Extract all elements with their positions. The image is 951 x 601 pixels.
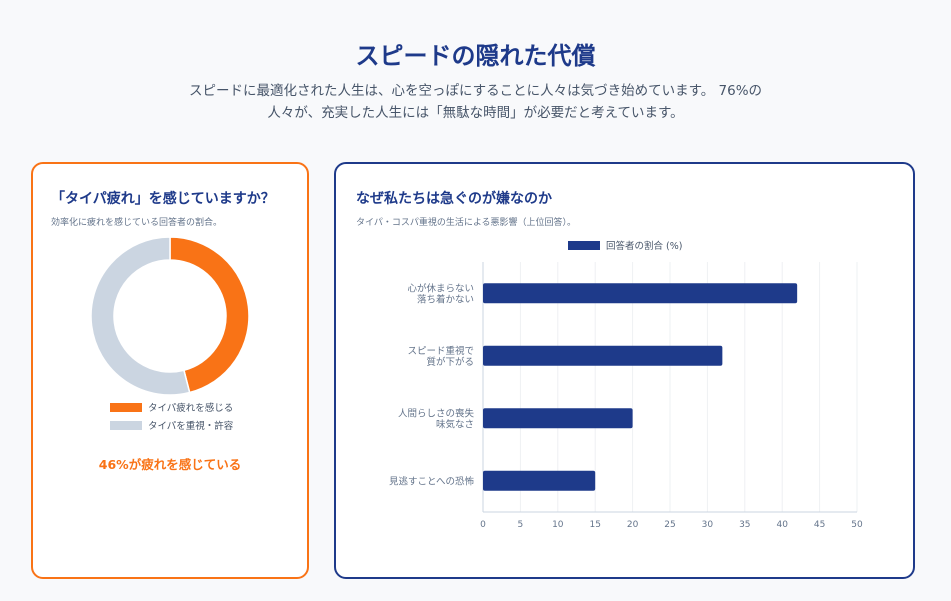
- x-tick-label-30: 30: [702, 520, 714, 530]
- subtitle-line-2: 人々が、充実した人生には「無駄な時間」が必要だと考えています。: [267, 105, 684, 121]
- subtitle-line-1: スピードに最適化された人生は、心を空っぽにすることに人々は気づき始めています。 …: [188, 83, 763, 99]
- page-title: スピードの隠れた代償: [355, 42, 596, 70]
- x-tick-label-5: 5: [518, 520, 524, 530]
- x-tick-label-25: 25: [664, 520, 675, 530]
- legend-label-fatigue: タイパ疲れを感じる: [148, 403, 234, 414]
- reasons-card: なぜ私たちは急ぐのが嫌なのか タイパ・コスパ重視の生活による悪影響（上位回答）。…: [334, 162, 915, 579]
- fatigue-card-description: 効率化に疲れを感じている回答者の割合。: [51, 218, 223, 228]
- x-tick-label-10: 10: [552, 520, 564, 530]
- category-label-0-1: 落ち着かない: [417, 293, 474, 305]
- x-tick-label-40: 40: [776, 520, 788, 530]
- fatigue-highlight: 46%が疲れを感じている: [98, 457, 242, 472]
- bar-1[interactable]: [483, 345, 723, 366]
- page-subtitle: スピードに最適化された人生は、心を空っぽにすることに人々は気づき始めています。 …: [150, 80, 801, 124]
- reasons-card-title: なぜ私たちは急ぐのが嫌なのか: [356, 191, 552, 207]
- category-label-0-0: 心が休まらない: [407, 282, 474, 294]
- bar-3[interactable]: [483, 470, 596, 491]
- legend-item-fatigue[interactable]: タイパ疲れを感じる: [110, 400, 233, 414]
- category-label-3-0: 見逃すことへの恐怖: [389, 475, 475, 487]
- x-tick-label-0: 0: [480, 520, 486, 530]
- fatigue-card-title: 「タイパ疲れ」を感じていますか？: [51, 191, 275, 207]
- doughnut-chart: [90, 236, 250, 396]
- legend-swatch-orange: [110, 402, 142, 412]
- category-label-2-1: 味気なさ: [436, 418, 474, 430]
- x-tick-label-35: 35: [739, 520, 750, 530]
- reasons-card-description: タイパ・コスパ重視の生活による悪影響（上位回答）。: [356, 218, 577, 228]
- fatigue-card: 「タイパ疲れ」を感じていますか？ 効率化に疲れを感じている回答者の割合。 タイパ…: [31, 162, 309, 579]
- category-label-2-0: 人間らしさの喪失: [398, 407, 475, 419]
- bar-legend-label[interactable]: 回答者の割合 (%): [606, 240, 682, 252]
- x-tick-label-45: 45: [814, 520, 825, 530]
- legend-label-accept: タイパを重視・許容: [148, 421, 234, 432]
- doughnut-slice-0[interactable]: [169, 236, 250, 394]
- x-tick-label-50: 50: [851, 520, 863, 530]
- category-label-1-1: 質が下がる: [426, 356, 474, 368]
- doughnut-slice-1[interactable]: [90, 236, 191, 396]
- x-tick-label-15: 15: [589, 520, 600, 530]
- bar-chart: 回答者の割合 (%) 0 5 10 15 20 25 30 35 40 45 50 心が休まらない落ち着…: [389, 240, 863, 530]
- bar-0[interactable]: [483, 283, 798, 304]
- category-label-1-0: スピード重視で: [407, 345, 474, 357]
- legend-swatch-grey: [110, 420, 142, 430]
- legend-item-accept[interactable]: タイパを重視・許容: [110, 418, 233, 432]
- bar-legend-swatch: [568, 241, 600, 250]
- x-tick-label-20: 20: [627, 520, 639, 530]
- bar-2[interactable]: [483, 408, 633, 429]
